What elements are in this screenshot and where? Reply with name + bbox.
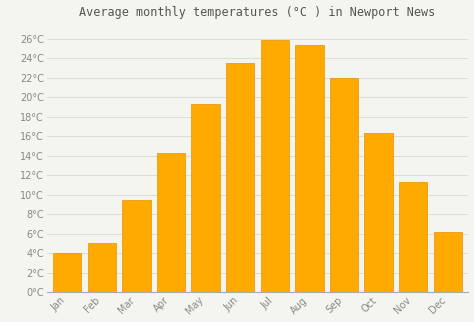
Bar	[157, 153, 185, 292]
Bar	[122, 200, 151, 292]
Bar	[53, 253, 82, 292]
Bar	[295, 45, 324, 292]
Bar	[88, 243, 116, 292]
Title: Average monthly temperatures (°C ) in Newport News: Average monthly temperatures (°C ) in Ne…	[79, 5, 436, 19]
Bar	[191, 104, 220, 292]
Bar	[399, 182, 427, 292]
Bar	[226, 63, 255, 292]
Bar	[365, 133, 393, 292]
Bar	[330, 78, 358, 292]
Bar	[434, 232, 462, 292]
Bar	[261, 41, 289, 292]
